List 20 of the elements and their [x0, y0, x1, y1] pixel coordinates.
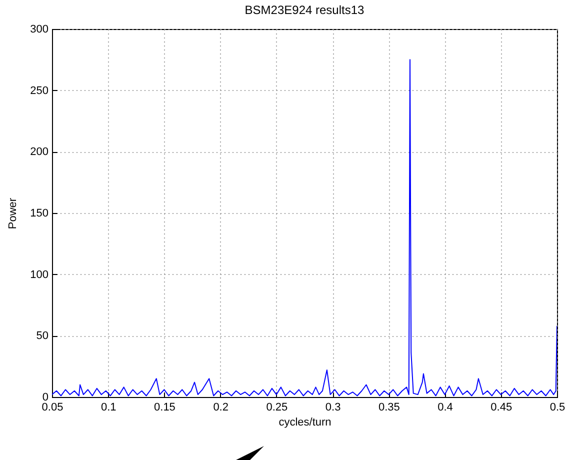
x-tick-label: 0.05 [42, 402, 64, 414]
y-tick-label: 0 [42, 392, 48, 404]
y-tick-label: 150 [30, 208, 48, 220]
x-tick-label: 0.2 [213, 402, 228, 414]
x-tick-label: 0.1 [100, 402, 116, 414]
y-tick-label: 50 [36, 330, 48, 342]
x-tick-label: 0.3 [325, 402, 341, 414]
x-axis-title: cycles/turn [278, 416, 332, 428]
x-tick-label: 0.4 [438, 402, 453, 414]
x-tick-label: 0.35 [378, 402, 400, 414]
y-tick-label: 300 [30, 24, 48, 36]
chart-title: BSM23E924 results13 [244, 3, 365, 17]
y-axis-title: Power [7, 198, 20, 230]
x-tick-label: 0.15 [154, 402, 176, 414]
y-tick-label: 250 [30, 84, 48, 97]
y-tick-label: 100 [30, 268, 48, 281]
x-tick-label: 0.5 [550, 402, 566, 414]
y-tick-label: 200 [30, 146, 48, 158]
x-tick-label: 0.45 [490, 402, 512, 414]
x-tick-label: 0.25 [266, 402, 288, 414]
